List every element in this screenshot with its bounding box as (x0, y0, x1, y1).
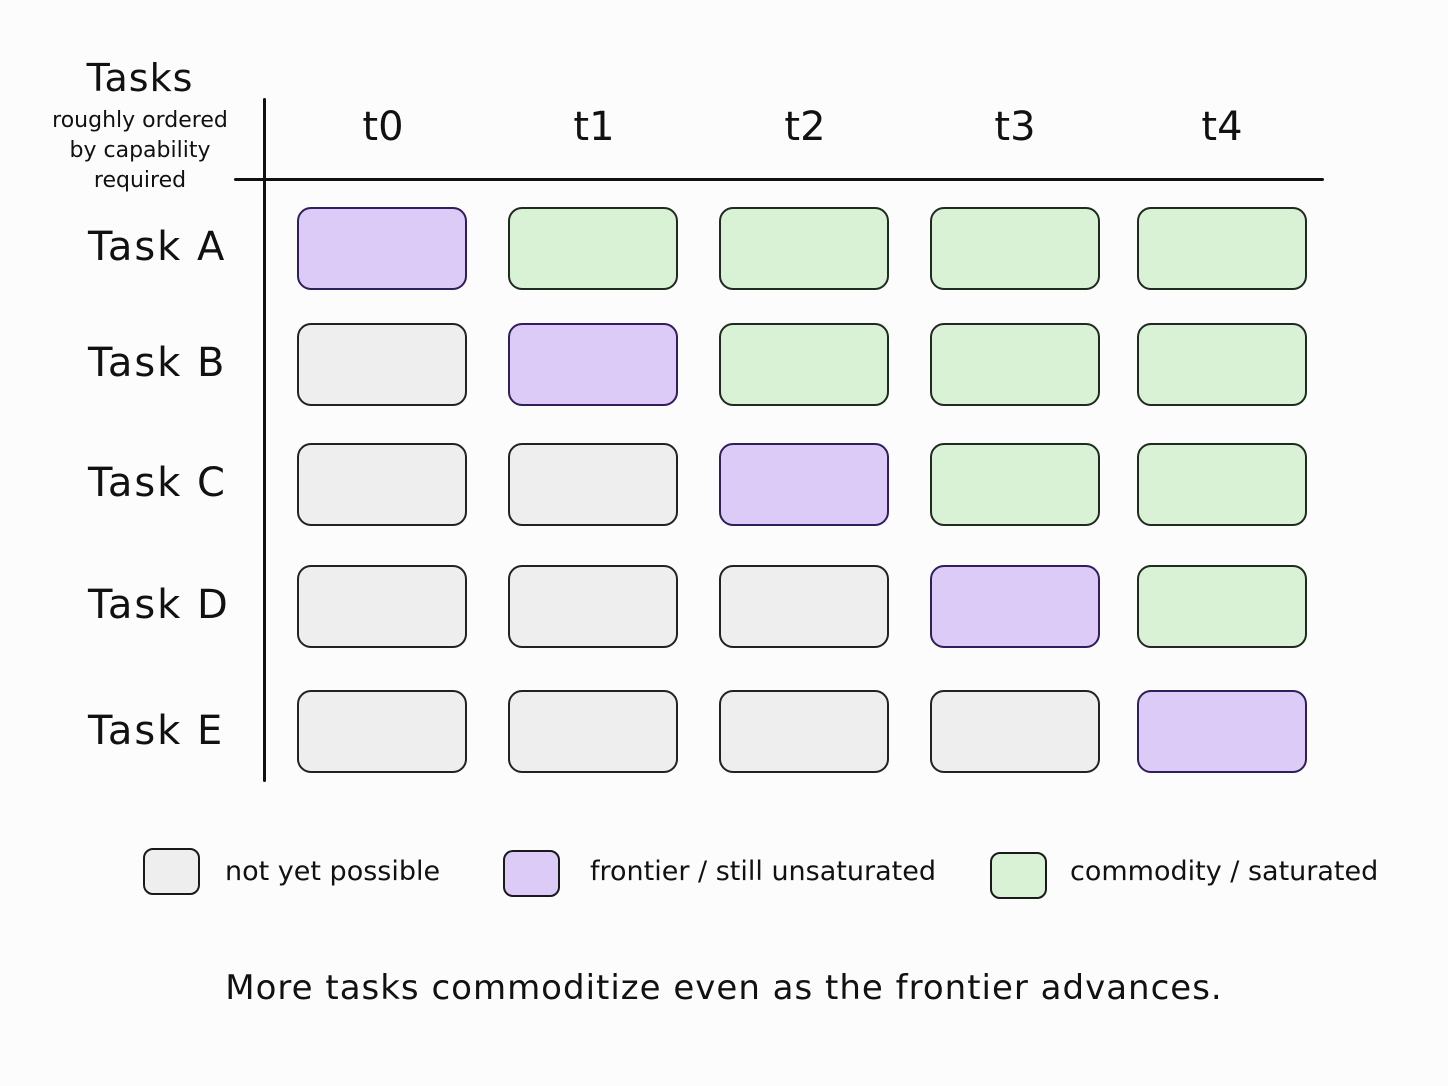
cell-task-b-t1 (508, 323, 678, 406)
caption: More tasks commoditize even as the front… (225, 968, 1223, 1008)
vertical-axis-line (263, 98, 266, 782)
cell-task-c-t0 (297, 443, 467, 526)
legend-label-not-yet: not yet possible (225, 856, 441, 887)
cell-task-c-t1 (508, 443, 678, 526)
cell-task-a-t0 (297, 207, 467, 290)
legend-swatch-commodity (990, 852, 1047, 899)
column-header-t1: t1 (573, 104, 615, 150)
horizontal-axis-line (234, 178, 1324, 181)
cell-task-b-t0 (297, 323, 467, 406)
cell-task-e-t3 (930, 690, 1100, 773)
row-label-task-b: Task B (88, 340, 227, 386)
cell-task-b-t4 (1137, 323, 1307, 406)
cell-task-d-t2 (719, 565, 889, 648)
cell-task-e-t0 (297, 690, 467, 773)
column-header-t2: t2 (784, 104, 826, 150)
column-header-t3: t3 (994, 104, 1036, 150)
cell-task-c-t4 (1137, 443, 1307, 526)
cell-task-c-t2 (719, 443, 889, 526)
cell-task-b-t3 (930, 323, 1100, 406)
cell-task-c-t3 (930, 443, 1100, 526)
legend-label-frontier: frontier / still unsaturated (590, 856, 936, 887)
legend-swatch-frontier (503, 850, 560, 897)
row-label-task-d: Task D (88, 582, 230, 628)
cell-task-e-t1 (508, 690, 678, 773)
row-label-task-c: Task C (88, 460, 227, 506)
cell-task-d-t4 (1137, 565, 1307, 648)
column-header-t0: t0 (362, 104, 404, 150)
corner-subtitle: roughly ordered by capability required (52, 108, 228, 193)
cell-task-d-t1 (508, 565, 678, 648)
cell-task-d-t0 (297, 565, 467, 648)
cell-task-a-t1 (508, 207, 678, 290)
row-label-task-a: Task A (88, 224, 227, 270)
cell-task-a-t4 (1137, 207, 1307, 290)
legend-label-commodity: commodity / saturated (1070, 856, 1379, 887)
cell-task-b-t2 (719, 323, 889, 406)
cell-task-a-t2 (719, 207, 889, 290)
cell-task-a-t3 (930, 207, 1100, 290)
cell-task-e-t4 (1137, 690, 1307, 773)
legend-swatch-not-yet (143, 848, 200, 895)
corner-title: Tasks (86, 56, 194, 100)
row-label-task-e: Task E (88, 708, 225, 754)
column-header-t4: t4 (1201, 104, 1243, 150)
cell-task-d-t3 (930, 565, 1100, 648)
cell-task-e-t2 (719, 690, 889, 773)
